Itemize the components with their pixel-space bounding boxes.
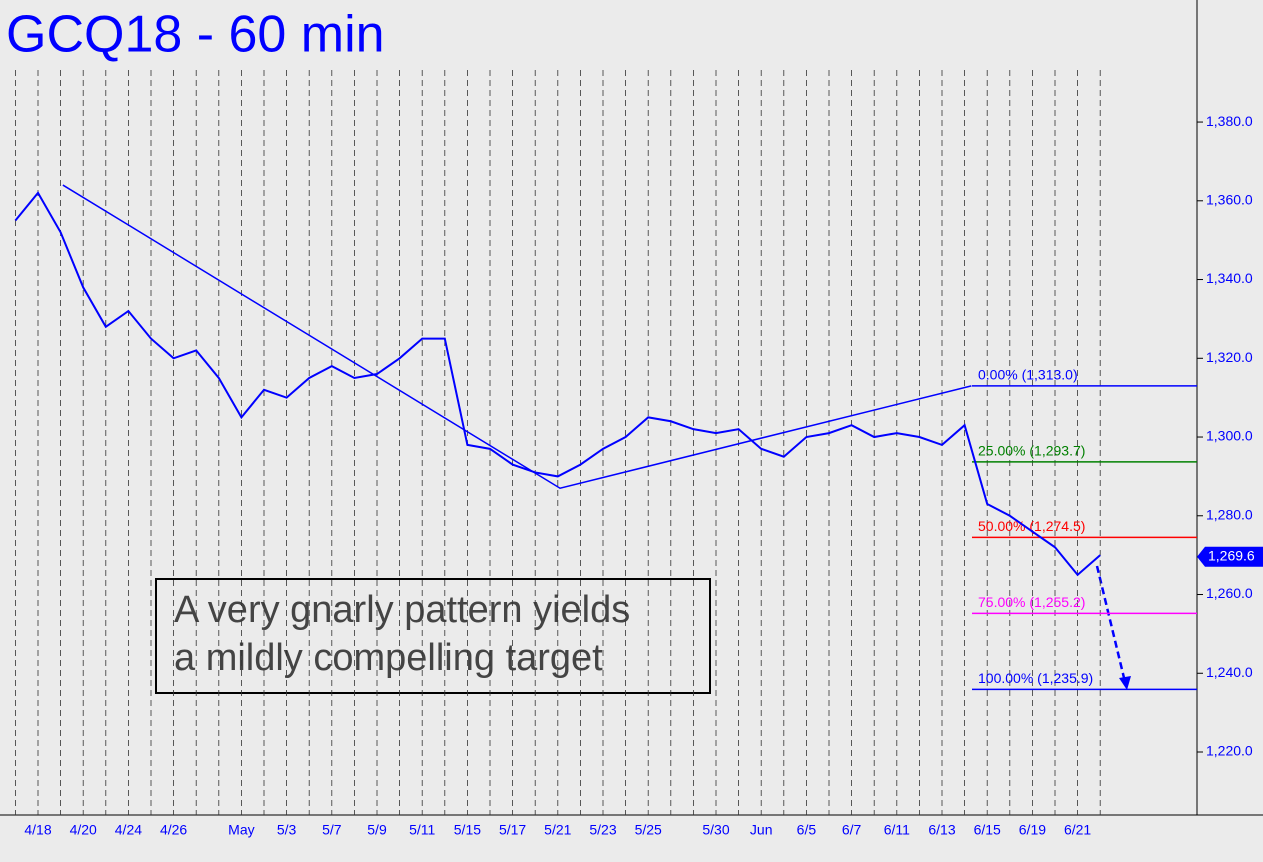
x-tick-label: 6/19 — [1019, 822, 1046, 838]
y-tick-label: 1,260.0 — [1206, 585, 1253, 601]
annotation-text: a mildly compelling target — [174, 637, 603, 679]
x-tick-label: 4/26 — [160, 822, 187, 838]
y-tick-label: 1,320.0 — [1206, 349, 1253, 365]
x-tick-label: 4/24 — [115, 822, 142, 838]
fib-label: 50.00% (1,274.5) — [978, 518, 1085, 534]
x-tick-label: 5/17 — [499, 822, 526, 838]
y-tick-label: 1,360.0 — [1206, 192, 1253, 208]
x-tick-label: 6/13 — [928, 822, 955, 838]
x-tick-label: 6/11 — [884, 822, 910, 838]
x-tick-label: May — [228, 822, 254, 838]
x-tick-label: 5/21 — [544, 822, 571, 838]
x-tick-label: 5/15 — [454, 822, 481, 838]
x-tick-label: 6/15 — [974, 822, 1001, 838]
x-tick-label: 5/11 — [409, 822, 435, 838]
x-tick-label: 5/25 — [635, 822, 662, 838]
last-price-tag — [1197, 546, 1263, 567]
chart-title: GCQ18 - 60 min — [6, 6, 385, 64]
x-tick-label: 5/9 — [367, 822, 387, 838]
x-tick-label: 4/18 — [24, 822, 51, 838]
annotation-text: A very gnarly pattern yields — [174, 589, 630, 631]
y-tick-label: 1,240.0 — [1206, 664, 1253, 680]
y-tick-label: 1,280.0 — [1206, 506, 1253, 522]
fib-label: 25.00% (1,293.7) — [978, 443, 1085, 459]
y-tick-label: 1,220.0 — [1206, 743, 1253, 759]
fib-label: 100.00% (1,235.9) — [978, 670, 1093, 686]
pattern-line — [62, 184, 972, 490]
projection-arrow — [1095, 565, 1127, 683]
y-tick-label: 1,380.0 — [1206, 113, 1253, 129]
fib-label: 75.00% (1,255.2) — [978, 594, 1085, 610]
price-line — [14, 191, 1101, 577]
x-tick-label: Jun — [750, 822, 773, 838]
y-tick-label: 1,300.0 — [1206, 428, 1253, 444]
y-tick-label: 1,340.0 — [1206, 270, 1253, 286]
x-tick-label: 5/3 — [277, 822, 297, 838]
x-tick-label: 5/23 — [589, 822, 616, 838]
fib-label: 0.00% (1,313.0) — [978, 367, 1078, 383]
x-tick-label: 5/7 — [322, 822, 342, 838]
x-tick-label: 6/7 — [842, 822, 862, 838]
arrow-head — [1119, 676, 1131, 690]
last-price-label: 1,269.6 — [1208, 547, 1255, 563]
x-tick-label: 6/21 — [1064, 822, 1091, 838]
x-tick-label: 6/5 — [797, 822, 817, 838]
annotation-box — [155, 578, 711, 694]
x-tick-label: 5/30 — [702, 822, 729, 838]
x-tick-label: 4/20 — [70, 822, 97, 838]
